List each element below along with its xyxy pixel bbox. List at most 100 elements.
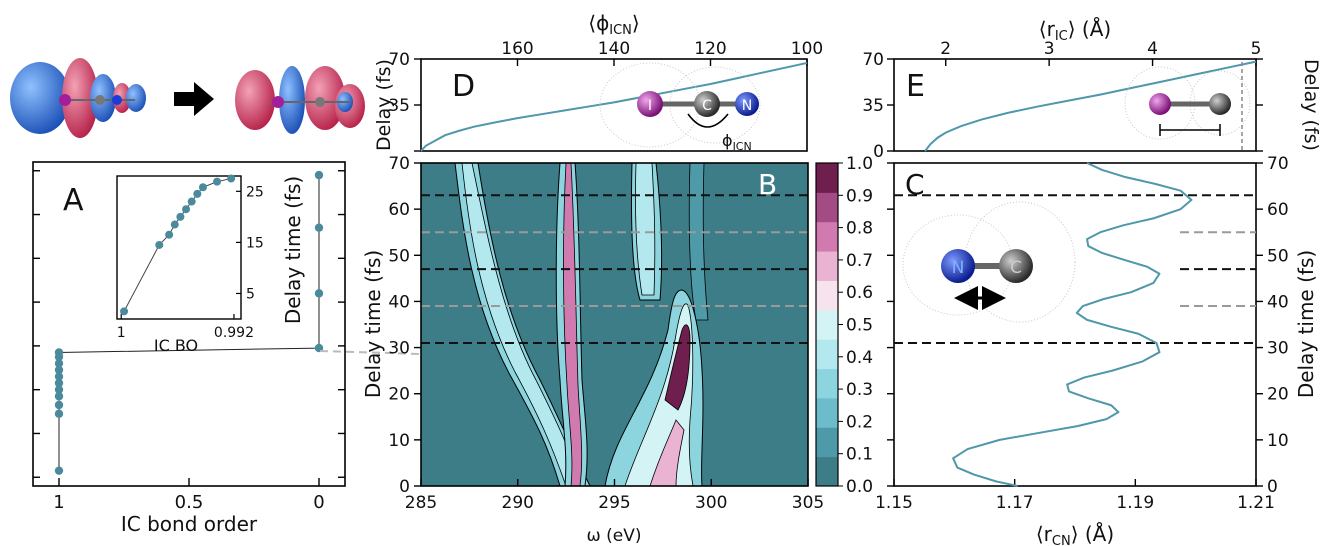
- panel-a-inset-ytick-label: 25: [246, 184, 264, 200]
- panel-a-point: [55, 466, 63, 474]
- panel-b-ytick-label: 20: [388, 385, 410, 405]
- colorbar-tick-label: 0.6: [846, 283, 873, 303]
- panel-a-point: [55, 410, 63, 418]
- panel-b-ytick-label: 40: [388, 292, 410, 312]
- panel-b-ytick-label: 70: [388, 154, 410, 174]
- panel-e-label: E: [906, 69, 925, 104]
- panel-c-ytick-label: 0: [1267, 477, 1278, 497]
- panel-a-point: [315, 171, 323, 179]
- panel-e-xtick-label: 5: [1251, 39, 1262, 59]
- panel-e-ytick-label: 70: [862, 50, 884, 70]
- panel-d-xtick-label: 120: [694, 39, 726, 59]
- colorbar-tick-label: 0.1: [846, 445, 873, 465]
- panel-b-xtick-label: 300: [695, 493, 727, 513]
- colorbar-tick-label: 0.8: [846, 219, 873, 239]
- orbital-image-after: [235, 66, 365, 134]
- colorbar-segment: [816, 310, 838, 340]
- colorbar-segment: [816, 369, 838, 399]
- panel-d-ylabel: Delay (fs): [373, 59, 395, 151]
- panel-a-point: [55, 401, 63, 409]
- panel-a-point: [55, 348, 63, 356]
- icn-molecule-illustration: I C N ϕICN: [600, 63, 760, 153]
- panel-b-ytick-label: 30: [388, 339, 410, 359]
- panel-b-xlabel: ω (eV): [587, 526, 642, 546]
- panel-d-xlabel: ⟨ϕICN⟩: [588, 11, 639, 38]
- panel-a-ylabel: Delay time (fs): [281, 176, 305, 324]
- panel-a-inset-xtick-label: 1: [117, 325, 126, 341]
- panel-c-xlabel: ⟨rCN⟩ (Å): [1036, 522, 1114, 546]
- panel-a-inset-point: [120, 307, 128, 315]
- panel-b-ytick-label: 50: [388, 246, 410, 266]
- colorbar-tick-label: 0.4: [846, 348, 873, 368]
- panel-b-xtick-label: 305: [792, 493, 824, 513]
- panel-d-label: D: [452, 69, 475, 104]
- panel-c-ytick-label: 50: [1267, 246, 1289, 266]
- colorbar-segment: [816, 251, 838, 281]
- panel-d: D 160 140 120 1003570 ⟨ϕICN⟩ Delay (fs) I C…: [373, 11, 823, 153]
- panel-a-inset-point: [188, 198, 196, 206]
- colorbar-tick-label: 1.0: [846, 154, 873, 174]
- panel-e-xtick-label: 4: [1147, 39, 1158, 59]
- panel-a-inset-point: [182, 205, 190, 213]
- panel-c-series-line: [953, 163, 1191, 486]
- colorbar-tick-label: 0.0: [846, 477, 873, 497]
- colorbar-segment: [816, 280, 838, 310]
- panel-a-inset-ytick-label: 15: [246, 235, 264, 251]
- atom-c-label: C: [702, 98, 712, 114]
- arrow-icon: [174, 82, 214, 116]
- panel-e-ytick-label: 35: [862, 96, 884, 116]
- panel-d-xtick-label: 160: [501, 39, 533, 59]
- colorbar-segment: [816, 163, 838, 193]
- panel-c-ytick-label: 60: [1267, 200, 1289, 220]
- colorbar-segment: [816, 398, 838, 428]
- colorbar-tick-label: 0.2: [846, 412, 873, 432]
- orbital-image-before: [10, 58, 146, 138]
- panel-e-xlabel: ⟨rIC⟩ (Å): [1039, 17, 1111, 44]
- panel-b-label: B: [758, 168, 777, 201]
- colorbar-segment: [816, 457, 838, 487]
- panel-b-ytick-label: 0: [399, 477, 410, 497]
- panel-e-ytick-label: 0: [873, 142, 884, 162]
- panel-c-xtick-label: 1.15: [875, 493, 913, 513]
- panel-a-inset-point: [155, 241, 163, 249]
- colorbar-tick-label: 0.9: [846, 186, 873, 206]
- panel-a-inset-xtick-label: 0.992: [214, 325, 254, 341]
- atom-n-label-c: N: [952, 258, 965, 278]
- panel-a-xtick-label: 0.5: [175, 492, 204, 513]
- panel-a-inset-point: [213, 178, 221, 186]
- phi-icn-angle-label: ϕICN: [722, 131, 752, 153]
- panel-a-xtick-label: 1: [53, 492, 64, 513]
- panel-c-xtick-label: 1.19: [1116, 493, 1154, 513]
- panel-a-inset-point: [165, 231, 173, 239]
- panel-d-xtick-label: 140: [598, 39, 630, 59]
- panel-d-xtick-label: 100: [791, 39, 823, 59]
- panel-c-ytick-label: 20: [1267, 385, 1289, 405]
- panel-a-inset-point: [171, 221, 179, 229]
- colorbar-tick-label: 0.3: [846, 380, 873, 400]
- panel-c: C 1.15 1.17 1.19 1.210 10 20 30 40 50 60 70 N C ⟨r…: [875, 154, 1318, 546]
- panel-a-inset-point: [227, 175, 235, 183]
- cn-molecule-illustration: N C: [903, 202, 1075, 322]
- colorbar-segment: [816, 192, 838, 222]
- panel-e-xtick-label: 3: [1044, 39, 1055, 59]
- panel-b-xtick-label: 295: [598, 493, 630, 513]
- panel-e: E 2 3 4 503570 ⟨rIC⟩ (Å) Delay (fs): [862, 17, 1322, 162]
- panel-b-ytick-label: 10: [388, 431, 410, 451]
- colorbar: 0.0 0.1 0.2 0.3 0.4 0.5 0.6 0.7 0.8 0.9 1.0: [816, 154, 873, 497]
- panel-c-xtick-label: 1.17: [996, 493, 1034, 513]
- colorbar-tick-label: 0.7: [846, 251, 873, 271]
- panel-a-xlabel: IC bond order: [121, 512, 258, 536]
- panel-a-point: [315, 223, 323, 231]
- panel-a-label: A: [63, 183, 84, 218]
- panel-a-inset-point: [176, 213, 184, 221]
- atom-n-label: N: [742, 98, 752, 114]
- panel-b-ylabel: Delay time (fs): [361, 250, 385, 398]
- colorbar-segment: [816, 427, 838, 457]
- panel-b-xtick-label: 290: [502, 493, 534, 513]
- panel-e-xtick-label: 2: [940, 39, 951, 59]
- panel-a-xtick-label: 0: [313, 492, 324, 513]
- colorbar-segment: [816, 222, 838, 252]
- panel-a: A 1 0.5 0 IC bond order Delay time (fs) 1 0…: [33, 162, 345, 536]
